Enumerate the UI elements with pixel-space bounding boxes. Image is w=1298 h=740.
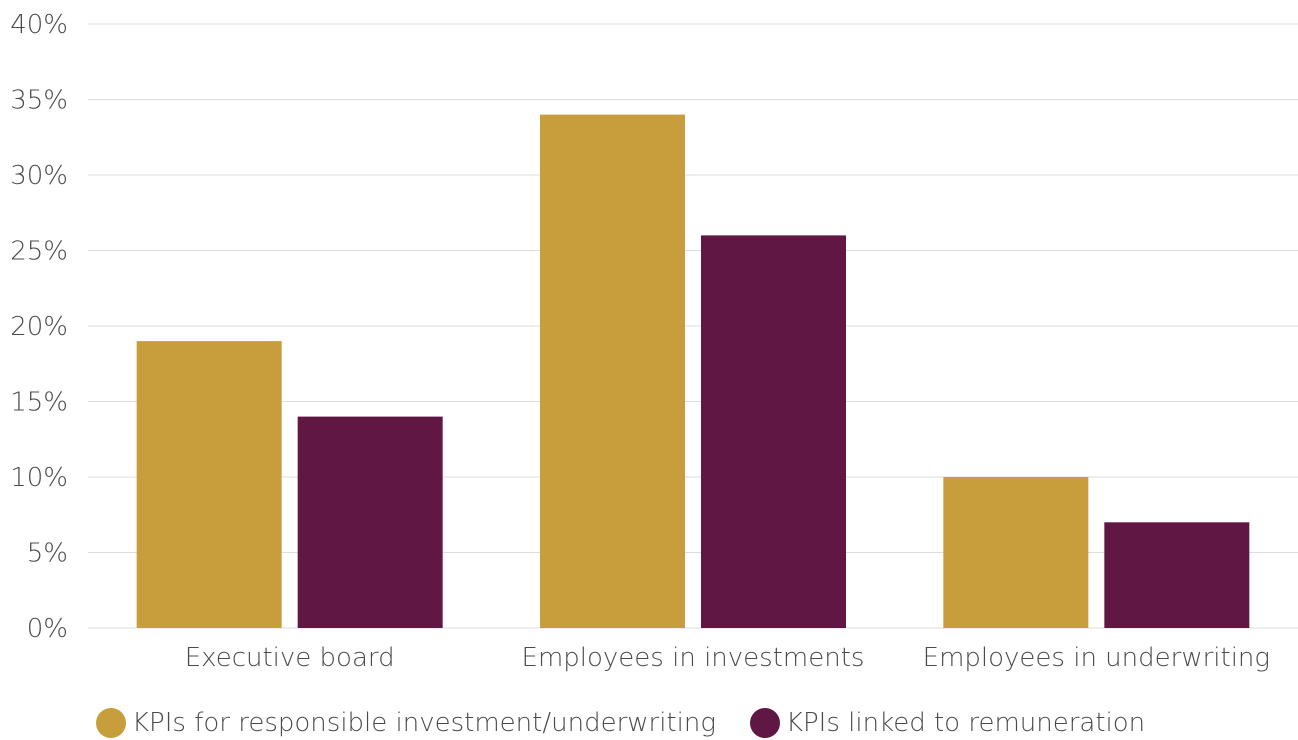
x-axis-ticks: Executive board Employees in investments E…	[185, 643, 1270, 673]
bar-responsible-kpis	[540, 114, 685, 629]
bar-remuneration-kpis	[297, 416, 443, 628]
y-tick-label: 10%	[10, 463, 68, 493]
legend-label-remuneration-kpis: KPIs linked to remuneration	[785, 708, 1146, 738]
y-tick-label: 30%	[10, 161, 68, 191]
x-tick-label: Employees in underwriting	[923, 643, 1270, 673]
legend-item-remuneration-kpis: KPIs linked to remuneration	[749, 708, 1146, 738]
y-tick-label: 5%	[27, 539, 68, 569]
bars	[136, 114, 1250, 629]
bar-responsible-kpis	[136, 341, 282, 628]
y-tick-label: 20%	[10, 312, 68, 342]
legend-label-responsible-kpis: KPIs for responsible investment/underwri…	[132, 708, 716, 738]
bar-remuneration-kpis	[701, 235, 846, 628]
y-axis-ticks: 0% 5% 10% 15% 20% 25% 30% 35% 40%	[10, 10, 68, 644]
y-tick-label: 25%	[10, 237, 68, 267]
legend-swatch-responsible-kpis	[96, 708, 126, 738]
bar-responsible-kpis	[943, 477, 1089, 628]
y-tick-label: 40%	[10, 10, 68, 40]
bar-chart: 0% 5% 10% 15% 20% 25% 30% 35% 40% Executive boar…	[10, 10, 1298, 673]
bar-remuneration-kpis	[1104, 522, 1250, 628]
x-tick-label: Employees in investments	[522, 643, 865, 673]
legend-item-responsible-kpis: KPIs for responsible investment/underwri…	[96, 708, 716, 738]
legend: KPIs for responsible investment/underwri…	[96, 706, 1179, 740]
y-tick-label: 15%	[10, 388, 68, 418]
y-tick-label: 0%	[27, 614, 68, 644]
gridlines	[88, 23, 1298, 629]
legend-swatch-remuneration-kpis	[749, 708, 780, 738]
x-tick-label: Executive board	[185, 643, 395, 673]
y-tick-label: 35%	[10, 86, 68, 116]
